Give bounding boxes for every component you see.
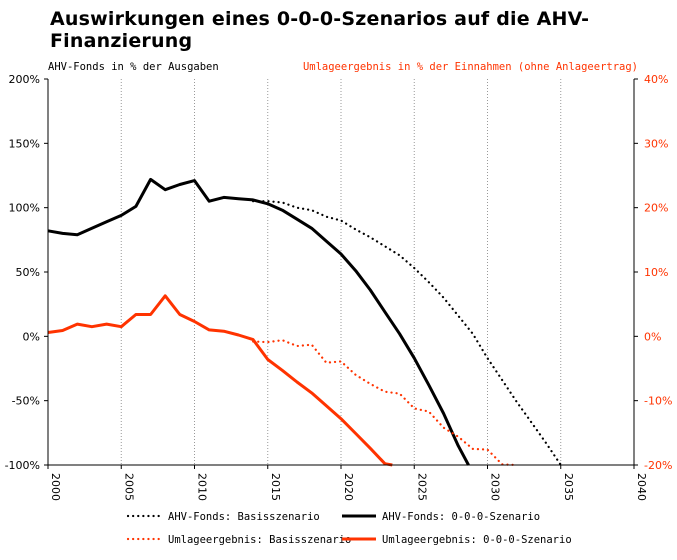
axes: -100% -50% 0% 50% 100% 150% 200% -20% -10% 0% 10% 2… [5,73,673,501]
right-tick-label: 10% [644,266,668,279]
left-tick-label: -100% [5,459,40,472]
right-tick-label: -10% [644,395,672,408]
right-axis-title: Umlageergebnis in % der Einnahmen (ohne … [303,61,638,73]
chart-title: Auswirkungen eines 0-0-0-Szenarios auf d… [50,8,590,52]
x-tick-label: 2010 [196,473,209,501]
legend-label-3: Umlageergebnis: Basisszenario [168,534,351,546]
x-tick-label: 2035 [562,473,575,501]
left-tick-label: 100% [9,202,40,215]
series-lines [47,177,562,467]
series-line-2 [47,177,470,466]
right-tick-label: -20% [644,459,672,472]
legend-label-1: AHV-Fonds: Basisszenario [168,511,320,523]
left-tick-label: 150% [9,137,40,150]
x-tick-label: 2015 [269,473,282,501]
left-tick-label: 0% [23,330,40,343]
x-tick-label: 2005 [122,473,135,501]
legend-label-2: AHV-Fonds: 0-0-0-Szenario [382,511,540,523]
legend: AHV-Fonds: Basisszenario AHV-Fonds: 0-0-0… [126,511,572,546]
series-line-3 [252,339,518,467]
x-tick-label: 2020 [342,473,355,501]
right-tick-label: 20% [644,202,668,215]
x-tick-label: 2000 [49,473,62,501]
legend-label-4: Umlageergebnis: 0-0-0-Szenario [382,534,572,546]
left-axis-title: AHV-Fonds in % der Ausgaben [48,61,219,73]
x-tick-label: 2040 [635,473,648,501]
series-line-4 [47,294,393,467]
x-tick-label: 2025 [415,473,428,501]
right-tick-label: 30% [644,137,668,150]
right-tick-label: 40% [644,73,668,86]
left-tick-label: -50% [12,395,40,408]
grid-lines [120,79,635,465]
right-tick-label: 0% [644,330,661,343]
left-tick-label: 200% [9,73,40,86]
x-tick-label: 2030 [489,473,502,501]
series-line-1 [252,200,562,467]
left-tick-label: 50% [16,266,40,279]
